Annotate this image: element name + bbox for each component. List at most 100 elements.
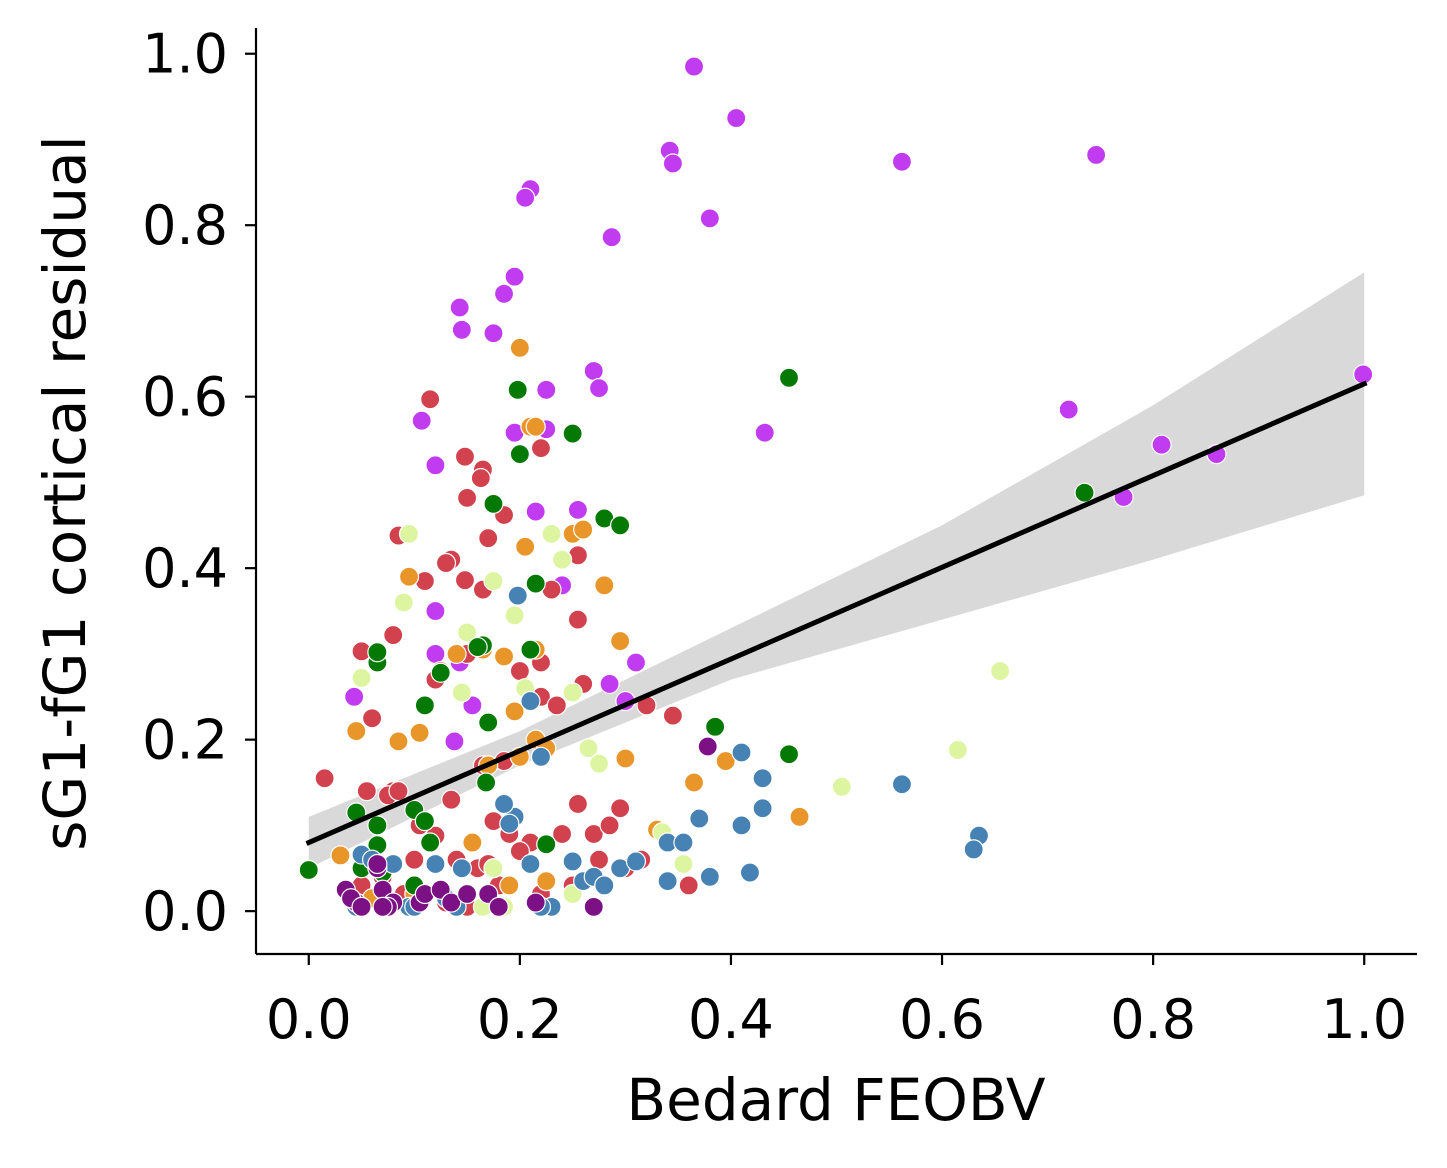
data-point bbox=[789, 806, 810, 827]
data-point bbox=[594, 875, 615, 896]
data-point bbox=[420, 832, 441, 853]
x-tick-label: 1.0 bbox=[1321, 988, 1407, 1051]
data-point bbox=[778, 744, 800, 765]
data-point bbox=[344, 686, 365, 707]
data-point bbox=[536, 379, 557, 400]
data-point bbox=[546, 695, 567, 716]
data-point bbox=[715, 750, 736, 772]
data-point bbox=[754, 422, 775, 443]
data-point bbox=[441, 892, 462, 913]
data-point bbox=[536, 871, 557, 892]
data-point bbox=[551, 823, 573, 845]
data-point bbox=[1151, 434, 1172, 455]
data-point bbox=[470, 468, 491, 489]
data-point bbox=[398, 566, 420, 587]
regression-line-path bbox=[305, 380, 1368, 846]
data-point bbox=[493, 793, 515, 815]
data-point bbox=[525, 892, 546, 913]
confidence-band-area bbox=[308, 272, 1365, 869]
data-point bbox=[425, 600, 446, 622]
data-point bbox=[475, 772, 497, 793]
data-point bbox=[989, 660, 1011, 682]
data-point bbox=[583, 360, 604, 382]
data-point bbox=[657, 871, 678, 892]
y-tick-label: 0.4 bbox=[142, 537, 228, 600]
data-point bbox=[388, 731, 409, 752]
data-point bbox=[467, 636, 488, 658]
data-point bbox=[454, 446, 476, 467]
data-point bbox=[493, 283, 515, 304]
data-point bbox=[1353, 364, 1374, 385]
data-point bbox=[831, 776, 852, 797]
data-point bbox=[567, 499, 589, 520]
data-point bbox=[588, 753, 610, 774]
data-point bbox=[425, 643, 446, 665]
data-point bbox=[588, 849, 610, 870]
data-point bbox=[1058, 399, 1079, 420]
data-point bbox=[444, 731, 465, 752]
data-point bbox=[891, 774, 913, 795]
data-point bbox=[599, 673, 620, 695]
data-point bbox=[662, 153, 684, 174]
data-point bbox=[435, 552, 457, 574]
data-point bbox=[425, 853, 446, 875]
data-point bbox=[551, 549, 573, 570]
axes: 0.0 0.2 0.4 0.6 0.8 1.0 0.0 0.2 0.4 0.6 0.8 1.0 bbox=[142, 23, 1417, 1051]
data-point bbox=[963, 839, 984, 860]
y-axis-label: sG1-fG1 cortical residual bbox=[31, 135, 99, 851]
data-point bbox=[625, 652, 647, 673]
data-point bbox=[1086, 144, 1107, 165]
data-point bbox=[536, 834, 557, 855]
x-tick-label: 0.4 bbox=[688, 988, 774, 1051]
data-point bbox=[483, 858, 504, 879]
data-point bbox=[446, 643, 467, 665]
data-point bbox=[530, 746, 552, 767]
data-point bbox=[449, 297, 470, 318]
data-point bbox=[583, 823, 604, 845]
data-point bbox=[562, 423, 583, 444]
data-point bbox=[383, 624, 404, 646]
data-point bbox=[367, 642, 388, 663]
data-point bbox=[411, 410, 432, 431]
data-point bbox=[697, 736, 718, 757]
data-point bbox=[599, 815, 620, 836]
data-point bbox=[456, 622, 478, 643]
data-point bbox=[525, 501, 546, 522]
data-point bbox=[451, 682, 472, 703]
data-point bbox=[515, 187, 536, 208]
data-point bbox=[504, 266, 525, 287]
x-tick-label: 0.6 bbox=[899, 988, 985, 1051]
data-point bbox=[778, 367, 800, 388]
data-point bbox=[409, 722, 430, 743]
data-point bbox=[731, 815, 752, 836]
data-point bbox=[625, 851, 647, 872]
data-point bbox=[662, 705, 684, 726]
data-point bbox=[509, 444, 530, 465]
data-point bbox=[752, 768, 773, 789]
data-point bbox=[673, 853, 694, 875]
data-point bbox=[588, 378, 610, 399]
data-point bbox=[578, 738, 599, 759]
data-point bbox=[414, 695, 435, 716]
y-tick-label: 0.8 bbox=[142, 194, 228, 257]
confidence-band bbox=[308, 272, 1365, 869]
data-point bbox=[525, 573, 546, 594]
data-point bbox=[615, 748, 636, 769]
data-point bbox=[499, 875, 520, 896]
data-point bbox=[520, 690, 541, 712]
data-point bbox=[610, 798, 631, 819]
x-axis-label: Bedard FEOBV bbox=[626, 1066, 1046, 1134]
data-point bbox=[567, 793, 589, 815]
data-point bbox=[404, 849, 425, 870]
data-point bbox=[699, 866, 720, 887]
data-point bbox=[388, 780, 409, 802]
data-point bbox=[478, 712, 499, 733]
x-tick-label: 0.8 bbox=[1110, 988, 1196, 1051]
data-point bbox=[398, 523, 420, 544]
data-point bbox=[678, 875, 699, 896]
data-point bbox=[367, 815, 388, 836]
x-tick-label: 0.2 bbox=[477, 988, 563, 1051]
data-point bbox=[731, 742, 752, 763]
data-point bbox=[367, 853, 388, 875]
